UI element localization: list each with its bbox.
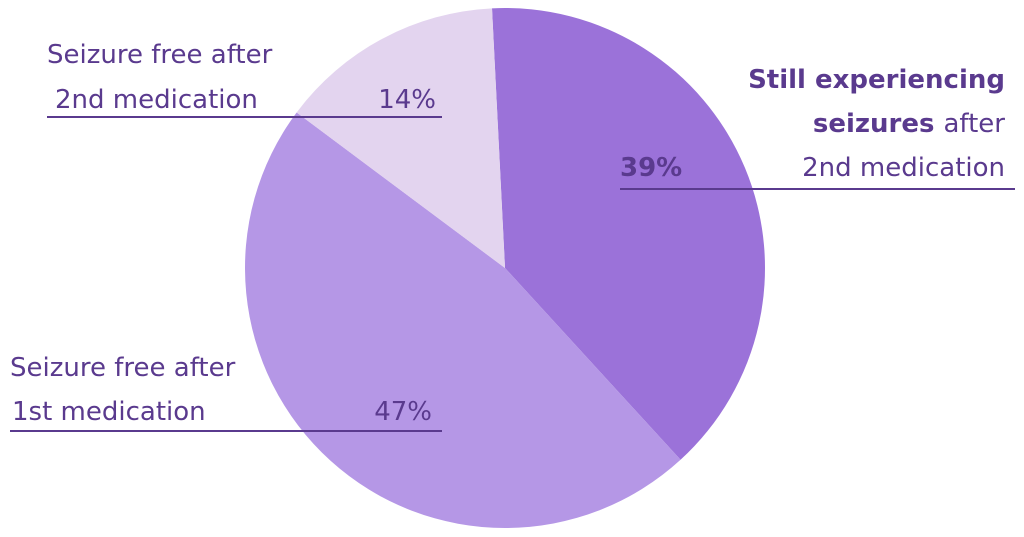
pie-slice [244,112,681,529]
label-part: 2nd medication [802,153,1005,183]
value-label: 47% [374,397,432,427]
label-part: Seizure free after [47,40,273,70]
slice-label: Still experiencing [748,65,1005,95]
slice-label: seizures after [813,109,1005,139]
value-label: 14% [378,85,436,115]
slice-label: Seizure free after [47,40,273,70]
slice-label: Seizure free after [10,353,236,383]
label-part: Still experiencing [748,65,1005,95]
label-part: 2nd medication [55,85,258,115]
slice-label: 2nd medication [55,85,258,115]
pie-slice [296,8,505,269]
slice-label: 2nd medication [802,153,1005,183]
value-label: 39% [620,153,682,183]
label-part: seizures [813,109,935,139]
label-part: 1st medication [12,397,206,427]
label-part: after [943,109,1005,139]
pie-slice [492,8,765,460]
label-part: Seizure free after [10,353,236,383]
slice-label: 1st medication [12,397,206,427]
